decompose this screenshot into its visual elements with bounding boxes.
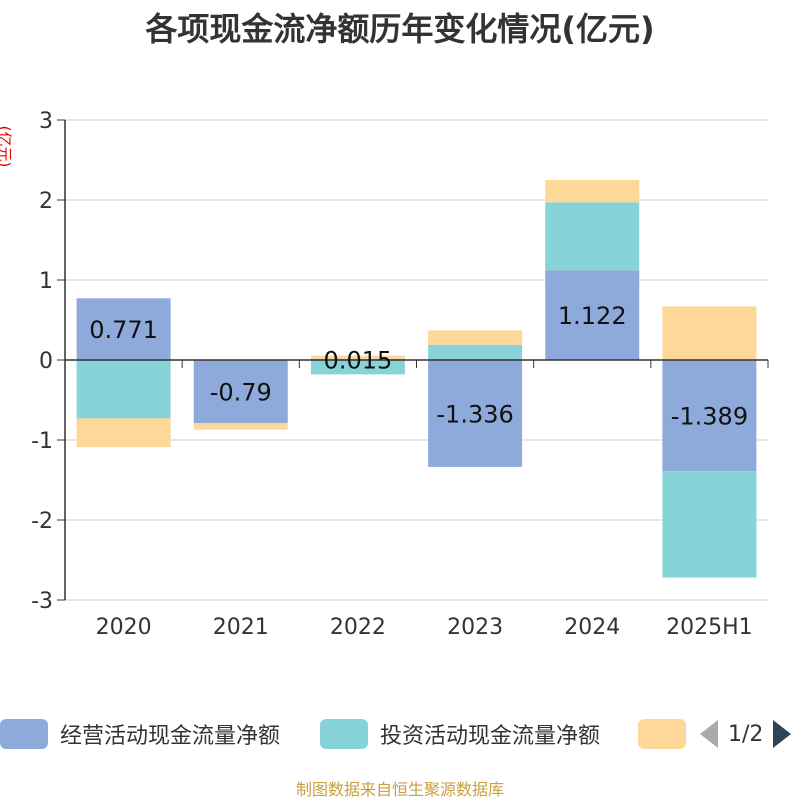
data-label: 0.771 <box>89 316 158 344</box>
bar-operating <box>662 360 757 472</box>
bar-financing <box>662 306 757 360</box>
bar-financing <box>193 423 288 430</box>
x-tick-label: 2024 <box>564 615 620 640</box>
legend-pager: 1/2 <box>700 716 800 752</box>
x-tick-label: 2022 <box>330 615 386 640</box>
legend-page-indicator: 1/2 <box>728 721 764 747</box>
legend-label: 经营活动现金流量净额 <box>60 724 281 749</box>
data-label: 0.015 <box>324 346 393 374</box>
x-tick-label: 2020 <box>96 615 152 640</box>
legend: 经营活动现金流量净额 投资活动现金流量净额 <box>0 716 800 752</box>
y-tick-label: 2 <box>39 189 53 214</box>
legend-swatch <box>638 719 686 749</box>
y-tick-label: -1 <box>31 429 53 454</box>
legend-label: 投资活动现金流量净额 <box>380 724 601 749</box>
bar-financing <box>428 330 523 345</box>
bar-financing <box>76 418 171 448</box>
legend-item-financing[interactable] <box>638 716 686 752</box>
y-tick-label: -2 <box>31 509 53 534</box>
x-tick-label: 2021 <box>213 615 269 640</box>
bar-financing <box>310 355 405 359</box>
bar-investing <box>310 360 405 375</box>
next-page-icon[interactable] <box>773 720 792 748</box>
legend-item-investing[interactable]: 投资活动现金流量净额 <box>320 716 600 752</box>
data-label: -0.79 <box>210 379 272 407</box>
legend-swatch <box>0 719 48 749</box>
y-tick-label: 1 <box>39 269 53 294</box>
bar-investing <box>76 360 171 419</box>
x-tick-label: 2023 <box>447 615 503 640</box>
legend-item-operating[interactable]: 经营活动现金流量净额 <box>0 716 280 752</box>
bar-investing <box>545 202 640 271</box>
bar-operating <box>428 360 523 467</box>
y-tick-label: -3 <box>31 589 53 614</box>
data-label: 1.122 <box>558 302 627 330</box>
bar-financing <box>545 179 640 203</box>
bar-investing <box>428 344 523 360</box>
y-tick-label: 0 <box>39 349 53 374</box>
bar-operating <box>193 360 288 424</box>
data-label: -1.389 <box>671 403 748 431</box>
bar-operating <box>545 270 640 360</box>
chart-title: 各项现金流净额历年变化情况(亿元) <box>145 10 655 48</box>
data-source-note: 制图数据来自恒生聚源数据库 <box>295 780 504 799</box>
bar-operating <box>76 298 171 360</box>
y-tick-label: 3 <box>39 109 53 134</box>
data-label: -1.336 <box>436 400 513 428</box>
legend-swatch <box>320 719 368 749</box>
prev-page-icon[interactable] <box>700 720 718 748</box>
x-tick-label: 2025H1 <box>666 615 753 640</box>
bar-investing <box>662 471 757 578</box>
